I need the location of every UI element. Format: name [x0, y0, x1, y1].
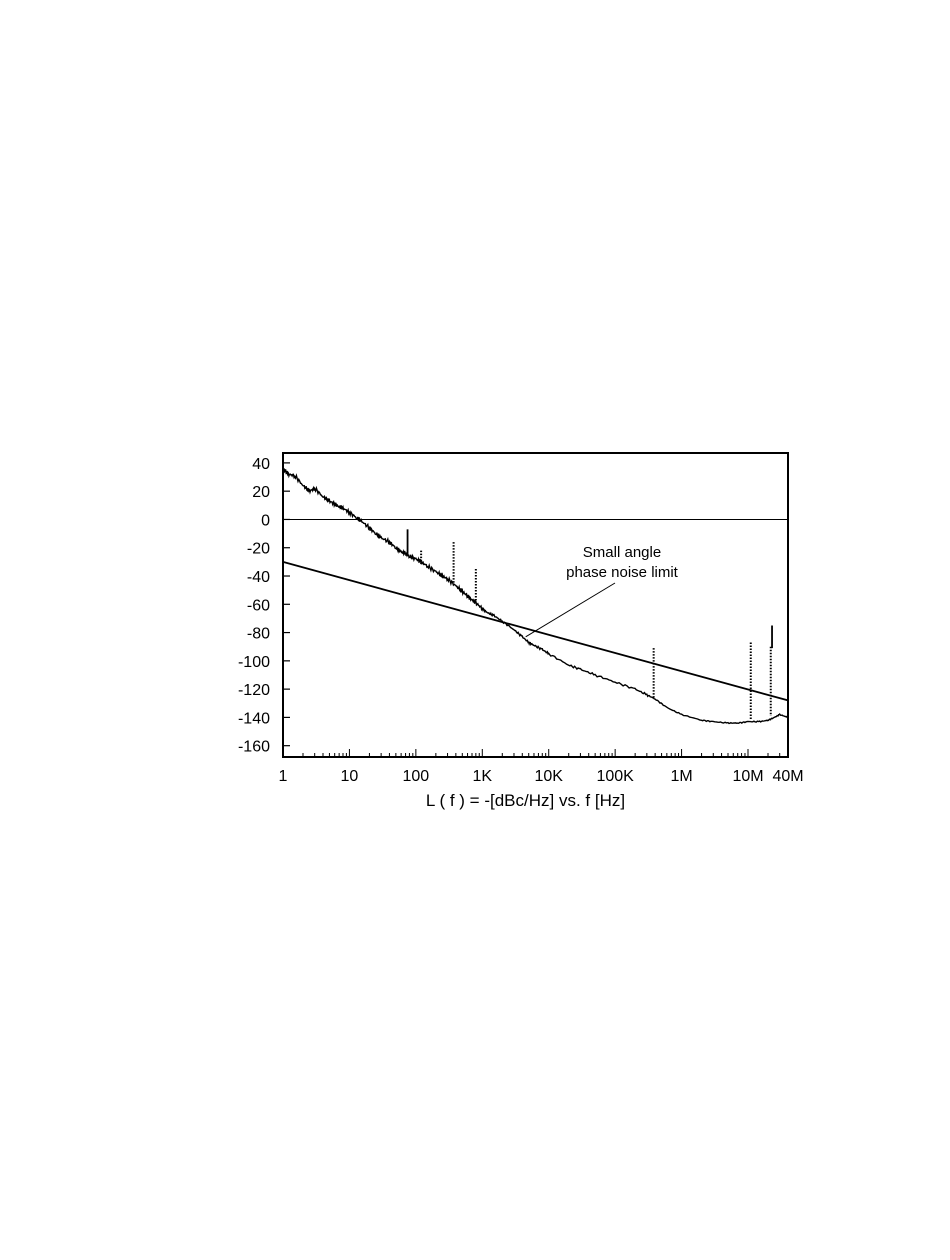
x-tick-label: 100K: [596, 768, 634, 785]
annotation-text-line: phase noise limit: [566, 564, 679, 581]
annotation-text-line: Small angle: [583, 544, 661, 561]
x-tick-label: 40M: [772, 768, 803, 785]
y-tick-label: 20: [252, 484, 270, 501]
x-tick-label: 10: [341, 768, 359, 785]
x-axis-label: L ( f ) = -[dBc/Hz] vs. f [Hz]: [426, 791, 625, 810]
y-tick-label: -100: [238, 654, 270, 671]
y-tick-label: -20: [247, 541, 270, 558]
series-layer: [282, 467, 789, 725]
y-axis-ticks: 40 20 0 -20 -40 -60 -80 -100 -120 -140 -160: [238, 456, 290, 756]
annotation-leader-line: [525, 582, 616, 638]
y-tick-label: 40: [252, 456, 270, 473]
annotation-layer: Small angle phase noise limit: [525, 544, 679, 638]
x-tick-label: 10K: [534, 768, 563, 785]
x-axis-ticks: 1 10 100 1K 10K 100K 1M 10M 40M: [279, 749, 804, 785]
y-tick-label: -40: [247, 569, 270, 586]
x-tick-label: 10M: [732, 768, 763, 785]
y-tick-label: -80: [247, 626, 270, 643]
y-tick-label: -140: [238, 710, 270, 727]
y-tick-label: -60: [247, 597, 270, 614]
x-tick-label: 1M: [670, 768, 692, 785]
y-tick-label: -160: [238, 739, 270, 756]
spur-layer: [406, 529, 773, 721]
phase-noise-curve: [282, 467, 788, 725]
plot-frame: [282, 452, 789, 758]
y-tick-label: -120: [238, 682, 270, 699]
y-tick-label: 0: [261, 512, 270, 529]
x-tick-label: 1: [279, 768, 288, 785]
x-tick-label: 1K: [472, 768, 492, 785]
x-tick-label: 100: [403, 768, 430, 785]
